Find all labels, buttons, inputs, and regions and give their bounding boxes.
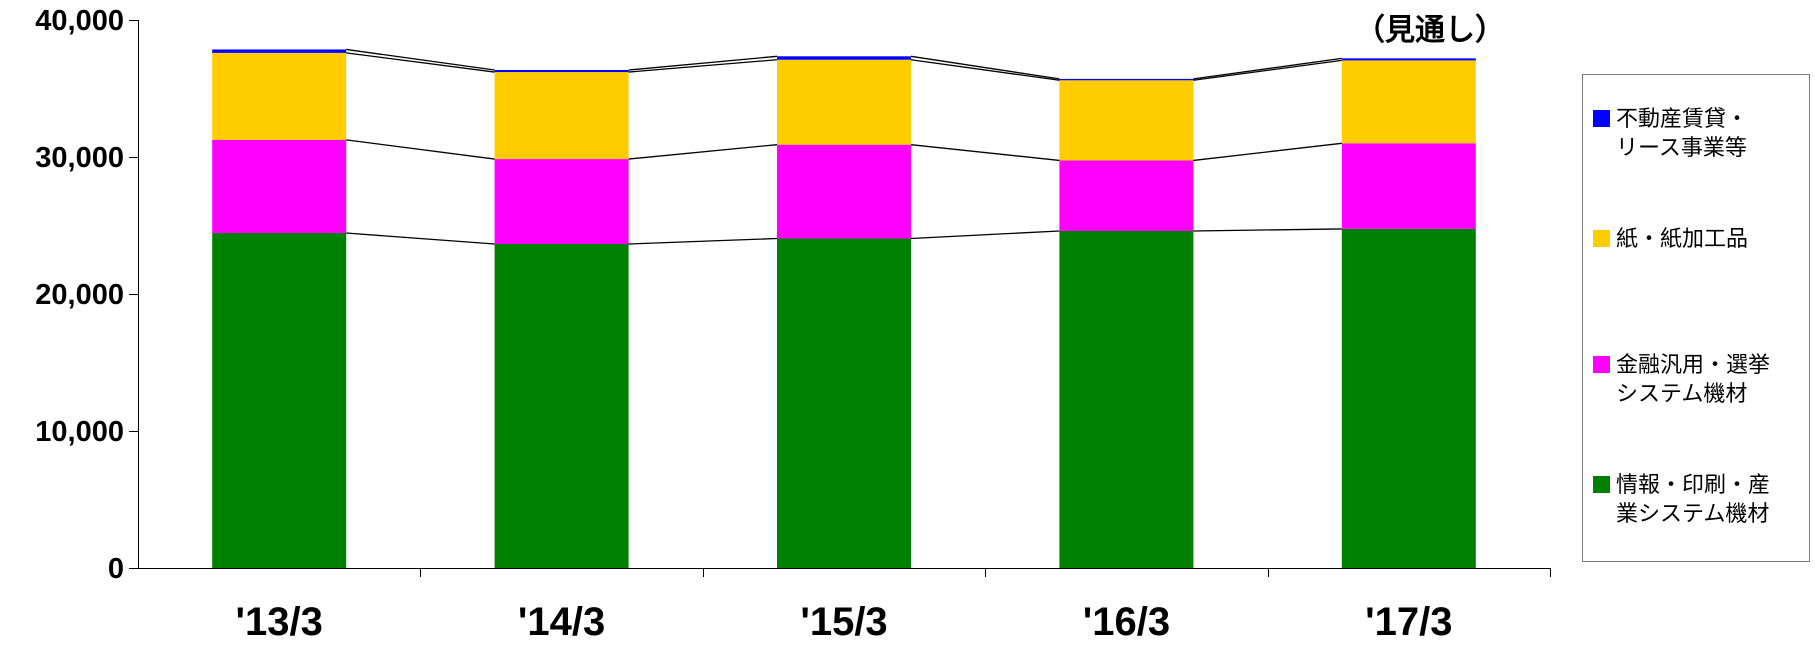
- bar-segment: [1341, 60, 1476, 144]
- legend-item-info-printing: 情報・印刷・産 業システム機材: [1593, 471, 1808, 529]
- x-tick-label: '15/3: [800, 600, 887, 644]
- legend-swatch-paper: [1593, 230, 1610, 247]
- bar-segment: [494, 72, 629, 160]
- bar-segment: [494, 70, 629, 73]
- bar-segment: [1059, 78, 1194, 81]
- bar-segment: [1059, 160, 1194, 231]
- legend-label-line1: 不動産賃貸・: [1616, 107, 1749, 132]
- legend-label-line2: リース事業等: [1616, 136, 1747, 161]
- series-connector-line: [346, 48, 495, 71]
- bar-segment: [1059, 230, 1194, 569]
- series-connector-line: [910, 144, 1060, 162]
- series-connector-line: [628, 144, 778, 160]
- bar-segment: [212, 139, 347, 234]
- series-connector-line: [910, 55, 1060, 80]
- forecast-annotation: （見通し）: [1355, 13, 1505, 48]
- x-tick-label: '16/3: [1083, 600, 1170, 644]
- series-connector-line: [346, 232, 495, 245]
- y-tick-label: 30,000: [35, 142, 124, 174]
- series-connector-line: [628, 237, 778, 245]
- bar-segment: [777, 59, 911, 145]
- legend-label-line1: 情報・印刷・産: [1616, 473, 1771, 498]
- y-tick-label: 40,000: [35, 5, 124, 37]
- series-connector-line: [1193, 59, 1342, 81]
- legend-swatch-info-printing: [1593, 476, 1610, 493]
- bar-segment: [494, 243, 629, 568]
- series-connector-line: [628, 59, 778, 73]
- series-connector-line: [1193, 57, 1342, 80]
- bar-segment: [494, 159, 629, 244]
- bar-segment: [212, 233, 347, 568]
- bar-segment: [212, 49, 347, 53]
- legend-swatch-real-estate: [1593, 110, 1610, 127]
- legend-label-line2: 業システム機材: [1616, 502, 1770, 527]
- series-connector-line: [910, 230, 1060, 240]
- legend-label-line1: 金融汎用・選挙: [1616, 353, 1771, 378]
- y-tick-label: 0: [108, 553, 124, 585]
- x-tick-label: '13/3: [236, 600, 323, 644]
- series-connector-lines: [346, 48, 1342, 245]
- bar-segment: [1341, 143, 1476, 229]
- bar-segment: [777, 144, 911, 239]
- axes: [129, 20, 1551, 577]
- legend-item-paper: 紙・紙加工品: [1593, 225, 1808, 254]
- series-connector-line: [1193, 228, 1342, 232]
- bar-segment: [1059, 80, 1194, 161]
- x-tick-label: '17/3: [1365, 600, 1452, 644]
- bar-segment: [777, 56, 911, 60]
- legend: 不動産賃貸・ リース事業等 紙・紙加工品 金融汎用・選挙 システム機材 情報・印…: [1582, 74, 1810, 562]
- y-tick-label: 10,000: [35, 416, 124, 448]
- series-connector-line: [910, 59, 1060, 81]
- series-connector-line: [1193, 142, 1342, 162]
- y-tick-label: 20,000: [35, 279, 124, 311]
- x-tick-label: '14/3: [518, 600, 605, 644]
- bar-segment: [777, 238, 911, 568]
- series-connector-line: [346, 52, 495, 73]
- legend-item-real-estate: 不動産賃貸・ リース事業等: [1593, 105, 1808, 163]
- series-connector-line: [628, 55, 778, 71]
- bar-segment: [212, 52, 347, 140]
- bar-segment: [1341, 228, 1476, 569]
- series-connector-line: [346, 139, 495, 160]
- legend-item-financial: 金融汎用・選挙 システム機材: [1593, 351, 1808, 409]
- bars: [212, 49, 1476, 569]
- legend-label-line2: システム機材: [1616, 382, 1748, 407]
- legend-swatch-financial: [1593, 356, 1610, 373]
- tick-labels: 0 10,000 20,000 30,000 40,000 '13/3 '14/3 '15/3…: [35, 5, 1452, 644]
- bar-segment: [1341, 58, 1476, 61]
- legend-label-line1: 紙・紙加工品: [1616, 227, 1749, 252]
